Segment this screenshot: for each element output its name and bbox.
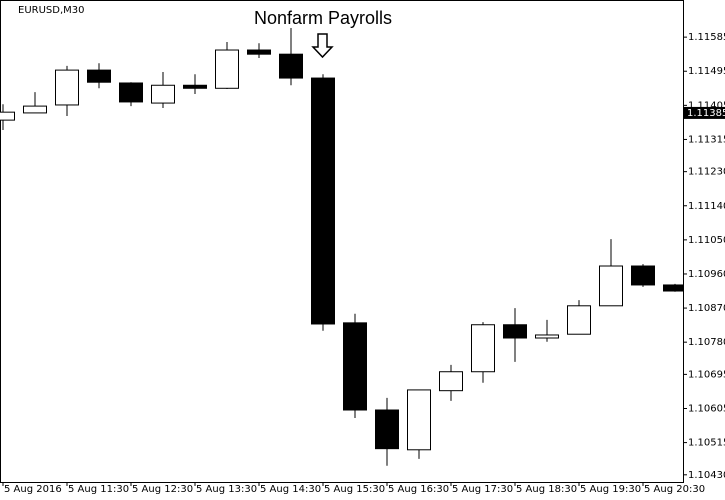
annotation-arrow: [311, 33, 334, 59]
price-marker-box: [684, 106, 725, 119]
plot-area: [0, 28, 683, 466]
y-tick-label: 1.10430: [688, 470, 725, 481]
y-tick-label: 1.11315: [688, 134, 725, 145]
y-tick-label: 1.11405: [688, 100, 725, 111]
y-tick-label: 1.11495: [688, 66, 725, 77]
candle-body: [23, 105, 47, 114]
candle-body: [535, 334, 559, 339]
candle-body: [343, 322, 367, 411]
candle-body: [599, 265, 623, 307]
annotation: Nonfarm Payrolls: [254, 8, 392, 28]
candle-body: [87, 69, 111, 83]
y-tick-label: 1.10515: [688, 438, 725, 449]
x-tick-label: 5 Aug 14:30: [260, 484, 321, 495]
x-tick-label: 5 Aug 12:30: [132, 484, 193, 495]
y-tick-label: 1.10695: [688, 369, 725, 380]
candle-body: [215, 49, 239, 89]
x-tick-label: 5 Aug 15:30: [324, 484, 385, 495]
candle-body: [631, 265, 655, 286]
x-tick-label: 5 Aug 18:30: [516, 484, 577, 495]
candle-body: [375, 409, 399, 450]
x-tick-label: 5 Aug 19:30: [580, 484, 641, 495]
candle-body: [55, 69, 79, 106]
candle-body: [247, 49, 271, 55]
candle-body: [663, 284, 683, 292]
price-marker-label: 1.11385: [687, 108, 725, 119]
plot-frame: [0, 0, 684, 483]
candle-body: [119, 82, 143, 103]
x-tick-label: 5 Aug 11:30: [68, 484, 129, 495]
x-tick-label: 5 Aug 2016: [4, 484, 62, 495]
y-tick-label: 1.10870: [688, 303, 725, 314]
x-tick-label: 5 Aug 16:30: [388, 484, 449, 495]
y-tick-label: 1.10605: [688, 403, 725, 414]
candle-body: [311, 77, 335, 325]
candle-body: [183, 84, 207, 89]
candle-body: [471, 324, 495, 373]
y-tick-label: 1.11140: [688, 201, 725, 212]
x-tick-label: 5 Aug 17:30: [452, 484, 513, 495]
x-tick-label: 5 Aug 20:30: [644, 484, 705, 495]
y-tick-label: 1.10960: [688, 269, 725, 280]
candle-body: [439, 371, 463, 392]
candle-body: [407, 389, 431, 451]
candle-body: [567, 305, 591, 335]
candle-body: [0, 111, 15, 121]
symbol-label: EURUSD,M30: [18, 5, 84, 16]
y-tick-label: 1.11230: [688, 167, 725, 178]
y-tick-label: 1.11585: [688, 32, 725, 43]
y-tick-label: 1.11050: [688, 235, 725, 246]
candle-body: [151, 84, 175, 104]
candle-body: [503, 324, 527, 339]
x-tick-label: 5 Aug 13:30: [196, 484, 257, 495]
y-tick-label: 1.10780: [688, 337, 725, 348]
candle-body: [279, 53, 303, 79]
